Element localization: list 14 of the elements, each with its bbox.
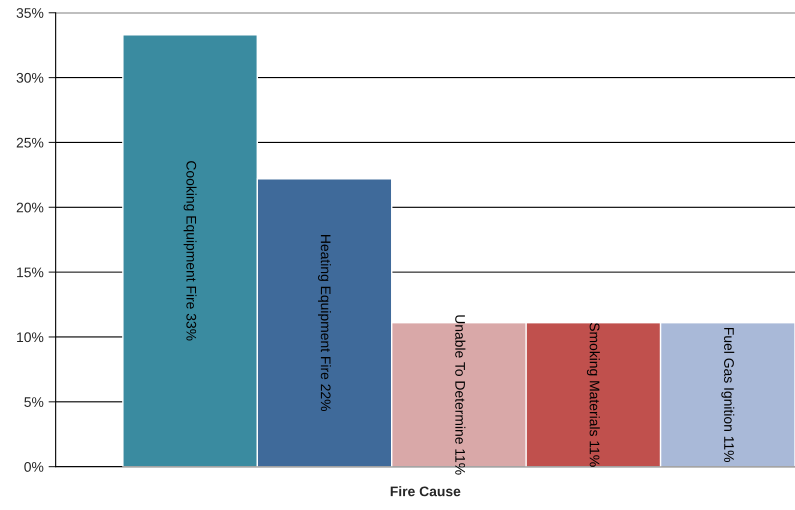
y-tick-label: 15% — [17, 268, 44, 278]
x-axis-title: Fire Cause — [390, 486, 460, 496]
y-tick-label: 35% — [16, 8, 44, 18]
category-label: Fuel Gas Ignition 11% — [721, 328, 734, 462]
y-tick-label: 5% — [24, 397, 44, 407]
category-label: Heating Equipment Fire 22% — [318, 235, 331, 411]
y-tick-label: 0% — [24, 462, 44, 472]
y-tick-label: 20% — [16, 202, 44, 212]
category-label: Smoking Materials 11% — [586, 322, 600, 467]
category-label: Cooking Equipment Fire 33% — [184, 161, 197, 341]
y-tick-label: 25% — [16, 138, 44, 148]
y-tick-label: 10% — [17, 332, 44, 342]
y-tick-label: 30% — [16, 72, 44, 83]
category-label: Unable To Determine 11% — [455, 315, 466, 475]
